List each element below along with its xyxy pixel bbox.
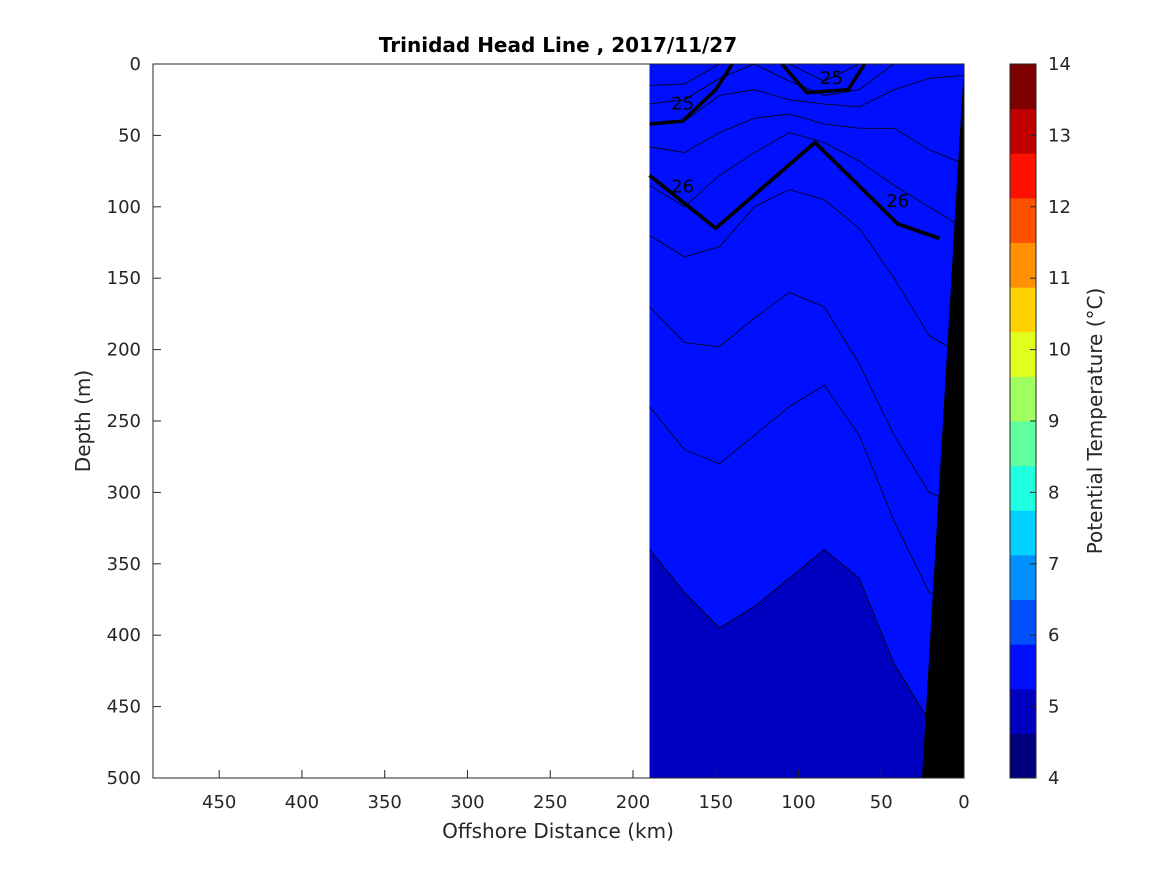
colorbar-tick-label: 7 <box>1048 554 1059 575</box>
x-tick-label: 300 <box>450 792 484 813</box>
temperature-bands <box>649 64 964 778</box>
colorbar-swatch <box>1010 554 1036 600</box>
colorbar-swatch <box>1010 153 1036 199</box>
colorbar-swatch <box>1010 421 1036 467</box>
x-tick-label: 200 <box>616 792 650 813</box>
isotherm-line-7 <box>649 292 964 508</box>
y-tick-label: 150 <box>107 268 141 289</box>
colorbar-tick-label: 8 <box>1048 482 1059 503</box>
shelf-bathymetry <box>922 64 964 778</box>
band-5 <box>649 64 964 736</box>
y-tick-label: 500 <box>107 768 141 789</box>
colorbar-tick-label: 14 <box>1048 54 1071 75</box>
y-tick-label: 350 <box>107 554 141 575</box>
y-tick-label: 450 <box>107 697 141 718</box>
density-contours: 25 25 26 26 <box>648 64 964 736</box>
isotherm-line-9 <box>649 132 964 229</box>
colorbar-swatch <box>1010 197 1036 243</box>
colorbar-swatch <box>1010 688 1036 734</box>
colorbar-swatch <box>1010 733 1036 779</box>
colorbar-swatch <box>1010 331 1036 377</box>
colorbar-tick-label: 10 <box>1048 340 1071 361</box>
y-tick-label: 50 <box>118 125 141 146</box>
density-contour-line <box>780 64 867 95</box>
colorbar-ticks: 4 5 6 7 8 9 10 11 12 13 14 <box>1030 54 1071 789</box>
density-contour-label: 26 <box>671 177 694 198</box>
colorbar-swatch <box>1010 644 1036 690</box>
y-tick-label: 200 <box>107 340 141 361</box>
x-axis-label: Offshore Distance (km) <box>442 819 674 843</box>
density-contour-line <box>648 140 940 240</box>
colorbar-swatch <box>1010 64 1036 110</box>
chart-title: Trinidad Head Line , 2017/11/27 <box>379 33 737 57</box>
y-tick-label: 400 <box>107 625 141 646</box>
x-tick-label: 150 <box>699 792 733 813</box>
colorbar-swatch <box>1010 376 1036 422</box>
isotherm-line-5 <box>649 549 964 736</box>
colorbar <box>1009 63 1037 779</box>
colorbar-tick-label: 6 <box>1048 625 1059 646</box>
density-contour-label: 26 <box>886 191 909 212</box>
colorbar-swatch <box>1010 465 1036 511</box>
isotherm-line-12 <box>649 64 964 105</box>
x-tick-label: 400 <box>285 792 319 813</box>
colorbar-label: Potential Temperature (°C) <box>1083 288 1107 555</box>
x-tick-label: 250 <box>533 792 567 813</box>
colorbar-swatch <box>1010 242 1036 288</box>
x-tick-label: 450 <box>202 792 236 813</box>
density-contour-line <box>649 64 734 126</box>
colorbar-tick-label: 9 <box>1048 411 1059 432</box>
colorbar-tick-label: 12 <box>1048 197 1071 218</box>
colorbar-tick-label: 13 <box>1048 125 1071 146</box>
y-tick-label: 300 <box>107 482 141 503</box>
colorbar-tick-label: 11 <box>1048 268 1071 289</box>
isotherm-line-6 <box>649 384 964 608</box>
colorbar-tick-label: 5 <box>1048 697 1059 718</box>
y-tick-label: 250 <box>107 411 141 432</box>
plot-area: 25 25 26 26 <box>648 64 964 778</box>
isotherm-line-10 <box>649 113 964 165</box>
y-axis-ticks: 0 50 100 150 200 250 300 350 400 450 500 <box>107 54 161 789</box>
density-contour-label: 25 <box>820 68 843 89</box>
colorbar-tick-label: 4 <box>1048 768 1059 789</box>
x-tick-label: 50 <box>870 792 893 813</box>
density-contour-label: 25 <box>671 94 694 115</box>
isotherm-line-11 <box>649 75 964 125</box>
colorbar-swatch <box>1010 510 1036 556</box>
x-tick-label: 0 <box>958 792 969 813</box>
y-tick-label: 0 <box>130 54 141 75</box>
colorbar-swatch <box>1010 108 1036 154</box>
colorbar-swatch <box>1010 287 1036 333</box>
isotherm-line-13 <box>649 64 964 86</box>
x-tick-label: 100 <box>781 792 815 813</box>
y-tick-label: 100 <box>107 197 141 218</box>
colorbar-swatch <box>1010 599 1036 645</box>
x-axis-ticks: 450 400 350 300 250 200 150 100 50 0 <box>202 770 970 813</box>
x-tick-label: 350 <box>368 792 402 813</box>
isotherm-line-8 <box>649 189 964 358</box>
y-axis-label: Depth (m) <box>71 370 95 472</box>
